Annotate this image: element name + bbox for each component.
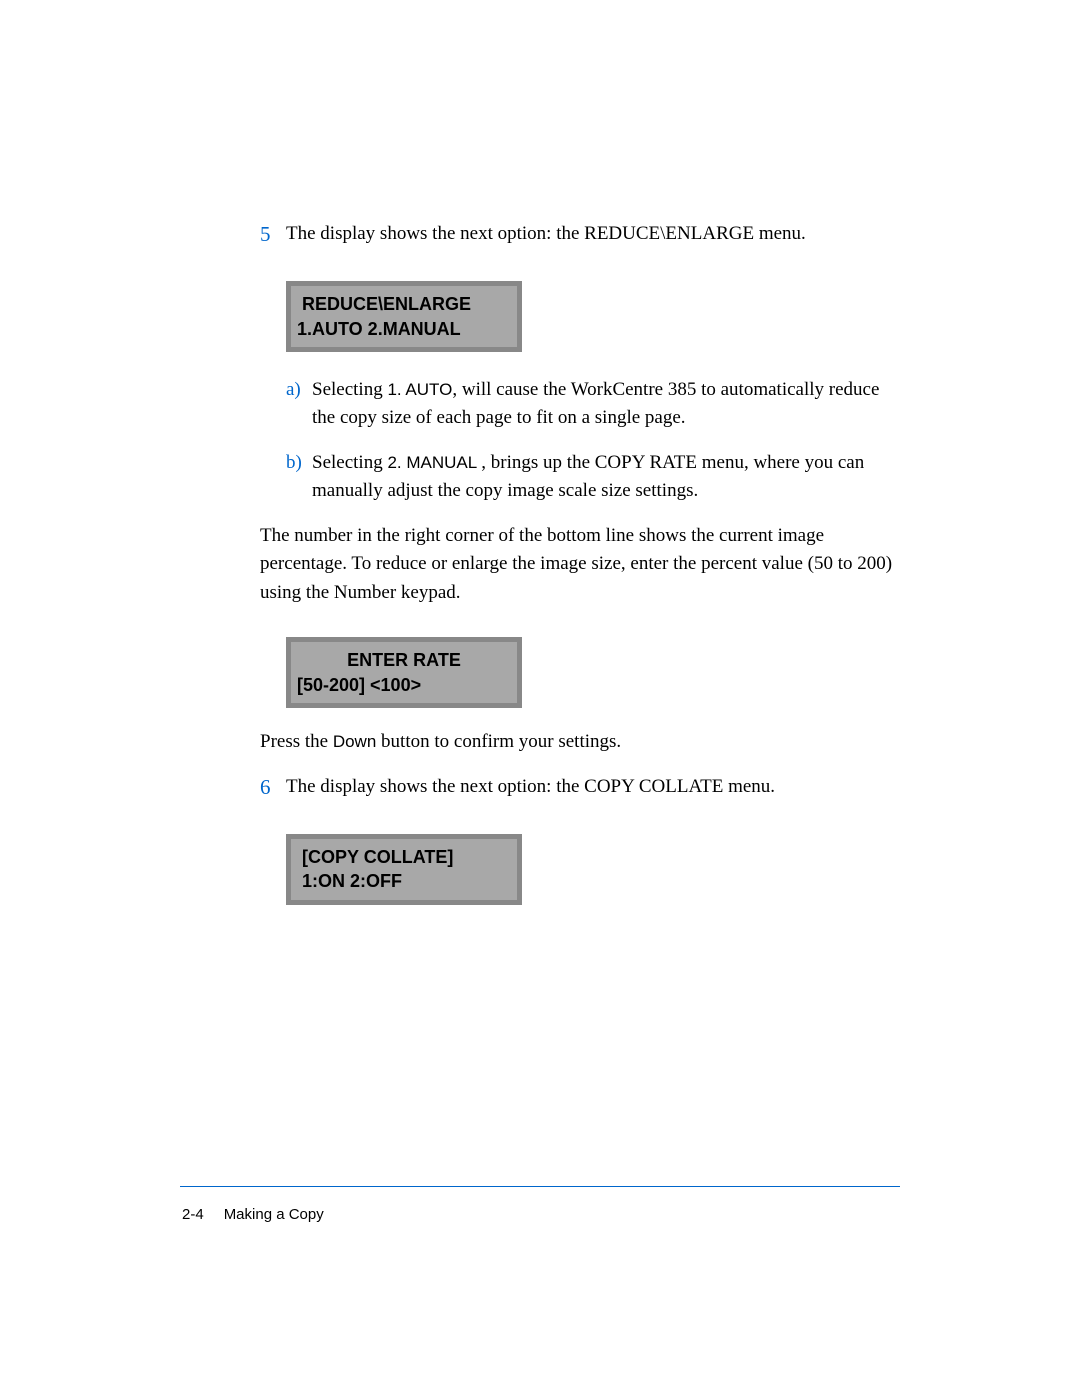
step-6-text: The display shows the next option: the C… — [286, 773, 900, 802]
footer-page-number: 2-4 — [182, 1206, 204, 1223]
step-6: 6 The display shows the next option: the… — [260, 773, 900, 802]
step-5: 5 The display shows the next option: the… — [260, 220, 900, 249]
footer-section-title: Making a Copy — [224, 1206, 324, 1223]
display-line-2: [50-200] <100> — [297, 673, 511, 697]
sub-item-a: a) Selecting 1. AUTO, will cause the Wor… — [286, 376, 900, 433]
display-line-1: [COPY COLLATE] — [297, 845, 511, 869]
step-6-number: 6 — [260, 773, 286, 802]
footer-text: 2-4 Making a Copy — [182, 1206, 324, 1223]
sub-text-a: Selecting 1. AUTO, will cause the WorkCe… — [312, 376, 900, 433]
sub-letter-b: b) — [286, 449, 312, 506]
display-reduce-enlarge: REDUCE\ENLARGE 1.AUTO 2.MANUAL — [286, 281, 522, 352]
display-line-1: REDUCE\ENLARGE — [297, 292, 511, 316]
display-enter-rate: ENTER RATE [50-200] <100> — [286, 637, 522, 708]
sub-letter-a: a) — [286, 376, 312, 433]
step-5-number: 5 — [260, 220, 286, 249]
footer-divider — [180, 1186, 900, 1187]
display-copy-collate: [COPY COLLATE] 1:ON 2:OFF — [286, 834, 522, 905]
display-line-1: ENTER RATE — [297, 648, 511, 672]
sub-item-b: b) Selecting 2. MANUAL , brings up the C… — [286, 449, 900, 506]
sub-list: a) Selecting 1. AUTO, will cause the Wor… — [286, 376, 900, 506]
page-content: 5 The display shows the next option: the… — [260, 220, 900, 925]
display-line-2: 1:ON 2:OFF — [297, 869, 511, 893]
sub-text-b: Selecting 2. MANUAL , brings up the COPY… — [312, 449, 900, 506]
step-5-text: The display shows the next option: the R… — [286, 220, 900, 249]
display-line-2: 1.AUTO 2.MANUAL — [297, 317, 511, 341]
paragraph-percent-info: The number in the right corner of the bo… — [260, 522, 900, 608]
paragraph-press-down: Press the Down button to confirm your se… — [260, 728, 900, 757]
